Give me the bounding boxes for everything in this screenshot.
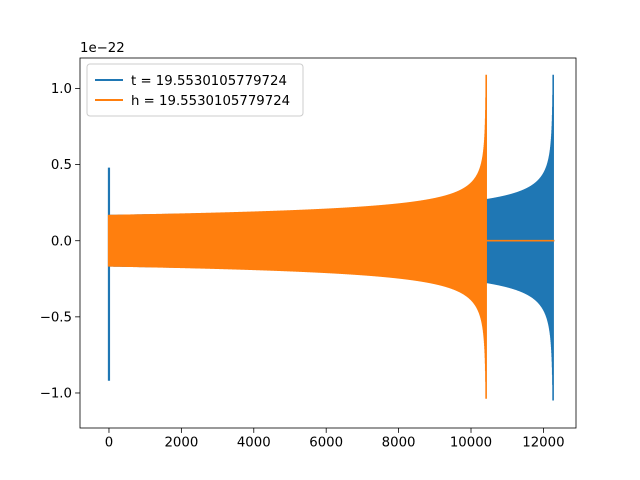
- legend: t = 19.5530105779724 h = 19.5530105779724: [86, 63, 304, 117]
- x-tick-label: 10000: [450, 436, 492, 451]
- y-tick-label: 1.0: [51, 82, 72, 97]
- x-tick-label: 6000: [309, 436, 343, 451]
- y-tick-label: 0.0: [51, 234, 72, 249]
- y-tick-label: 0.5: [51, 158, 72, 173]
- series-layer: [107, 74, 555, 401]
- x-tick-label: 2000: [164, 436, 198, 451]
- x-tick-label: 12000: [522, 436, 564, 451]
- series-1-waveform: [109, 74, 488, 399]
- legend-label-1: h = 19.5530105779724: [131, 94, 290, 109]
- y-tick-label: −1.0: [40, 387, 72, 402]
- axis-layer: 0 2000 4000 6000 8000 10000 12000 −1.0 −0.5 0.0 0.…: [40, 57, 577, 451]
- y-tick-label: −0.5: [40, 310, 72, 325]
- legend-label-0: t = 19.5530105779724: [131, 74, 287, 89]
- x-tick-label: 4000: [237, 436, 271, 451]
- legend-box: [86, 63, 304, 117]
- y-axis-offset-label: 1e−22: [80, 41, 125, 56]
- axes-frame: [79, 57, 577, 429]
- x-tick-label: 0: [105, 436, 113, 451]
- x-tick-label: 8000: [382, 436, 416, 451]
- series-1: [107, 74, 555, 399]
